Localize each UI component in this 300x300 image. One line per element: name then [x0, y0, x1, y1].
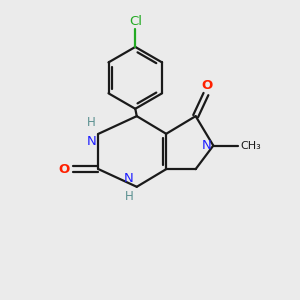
Text: O: O: [59, 163, 70, 176]
Text: N: N: [202, 139, 212, 152]
Text: Cl: Cl: [129, 15, 142, 28]
Text: H: H: [87, 116, 96, 129]
Text: N: N: [86, 135, 96, 148]
Text: N: N: [124, 172, 134, 185]
Text: O: O: [202, 79, 213, 92]
Text: CH₃: CH₃: [241, 141, 261, 151]
Text: H: H: [125, 190, 134, 203]
